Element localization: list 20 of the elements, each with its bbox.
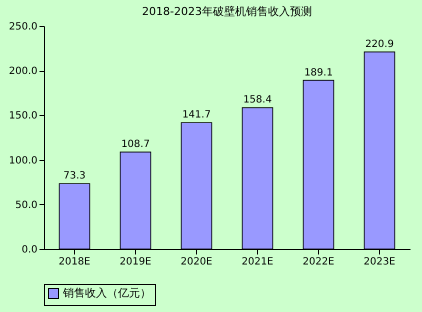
x-tick-label: 2021E — [242, 256, 274, 268]
y-tick-label: 250.0 — [8, 22, 38, 32]
data-label: 158.4 — [243, 94, 272, 106]
chart-title: 2018-2023年破壁机销售收入预测 — [142, 5, 312, 18]
data-label: 108.7 — [121, 139, 150, 150]
y-tick-label: 150.0 — [8, 110, 38, 122]
y-tick-label: 200.0 — [8, 66, 38, 78]
data-label: 220.9 — [365, 38, 394, 50]
x-tick-label: 2019E — [120, 256, 152, 268]
y-tick-label: 100.0 — [8, 155, 38, 166]
y-tick-label: 50.0 — [15, 200, 38, 211]
data-label: 73.3 — [63, 170, 86, 182]
x-tick-label: 2023E — [364, 256, 396, 268]
legend-label: 销售收入（亿元） — [62, 286, 151, 300]
y-tick-label: 0.0 — [22, 244, 38, 256]
data-label: 189.1 — [304, 67, 333, 78]
x-tick-label: 2020E — [180, 256, 212, 268]
x-tick-label: 2018E — [58, 256, 90, 268]
x-tick-label: 2022E — [302, 256, 334, 268]
data-label: 141.7 — [182, 110, 211, 121]
